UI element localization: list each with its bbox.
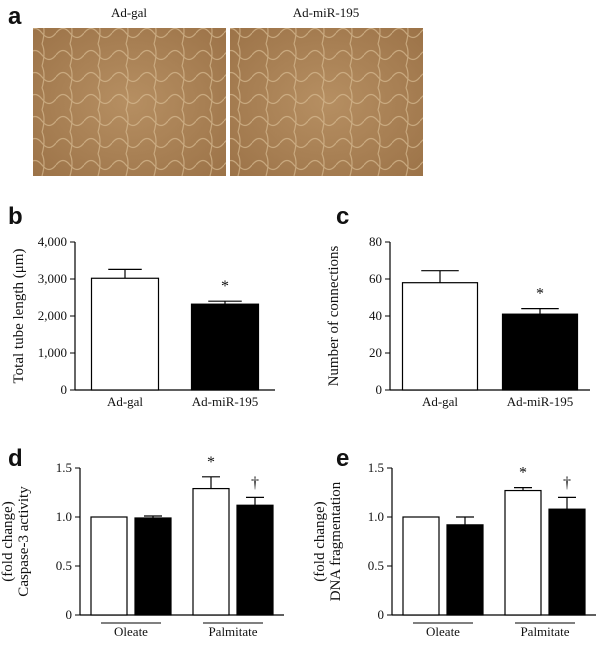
bar — [90, 516, 128, 616]
y-tick-label: 1.5 — [368, 460, 384, 475]
y-axis-label: Caspase-3 activity — [16, 486, 32, 597]
y-tick-label: 60 — [369, 271, 382, 286]
bar — [190, 303, 260, 391]
x-tick-label: Ad-miR-195 — [192, 394, 258, 409]
image-label: Ad-gal — [111, 5, 147, 20]
y-tick-label: 0 — [61, 382, 68, 397]
image-label: Ad-miR-195 — [293, 5, 359, 20]
x-tick-label: Ad-gal — [422, 394, 458, 409]
x-tick-label: Ad-miR-195 — [507, 394, 573, 409]
y-tick-label: 0.5 — [368, 558, 384, 573]
y-tick-label: 3,000 — [38, 271, 67, 286]
bar — [402, 516, 440, 616]
y-tick-label: 20 — [369, 345, 382, 360]
bar — [134, 517, 172, 616]
x-tick-label: Oleate — [426, 624, 460, 639]
bar — [192, 487, 230, 616]
x-tick-label: Ad-gal — [107, 394, 143, 409]
bar — [548, 508, 586, 616]
y-tick-label: 40 — [369, 308, 382, 323]
x-tick-label: Palmitate — [520, 624, 569, 639]
y-axis-label: Number of connections — [326, 245, 342, 386]
y-tick-label: 1.0 — [368, 509, 384, 524]
annotation: † — [563, 474, 571, 491]
panel-letter: a — [8, 3, 22, 30]
bar — [401, 282, 479, 391]
x-tick-label: Oleate — [114, 624, 148, 639]
x-tick-label: Palmitate — [208, 624, 257, 639]
y-axis-label: (fold change) — [312, 501, 328, 581]
annotation: † — [251, 474, 259, 491]
y-tick-label: 4,000 — [38, 234, 67, 249]
panel-letter: b — [8, 203, 23, 230]
annotation: * — [221, 278, 229, 295]
y-tick-label: 0.5 — [56, 558, 72, 573]
y-tick-label: 0 — [376, 382, 383, 397]
bar — [501, 313, 579, 391]
y-tick-label: 1.5 — [56, 460, 72, 475]
bar — [236, 504, 274, 616]
y-tick-label: 0 — [378, 607, 385, 622]
bar — [446, 524, 484, 616]
panel-letter: c — [336, 203, 349, 230]
bar — [90, 277, 160, 391]
micrograph-texture — [230, 28, 423, 176]
y-tick-label: 0 — [66, 607, 73, 622]
y-axis-label: DNA fragmentation — [328, 481, 344, 601]
annotation: * — [519, 465, 527, 482]
y-tick-label: 2,000 — [38, 308, 67, 323]
y-tick-label: 1.0 — [56, 509, 72, 524]
y-axis-label: Total tube length (μm) — [11, 249, 27, 384]
annotation: * — [207, 454, 215, 471]
micrograph-texture — [33, 28, 226, 176]
bar — [504, 489, 542, 616]
y-tick-label: 80 — [369, 234, 382, 249]
y-tick-label: 1,000 — [38, 345, 67, 360]
panel-letter: e — [336, 445, 349, 472]
panel-letter: d — [8, 445, 23, 472]
y-axis-label: (fold change) — [0, 501, 16, 581]
annotation: * — [536, 286, 544, 303]
